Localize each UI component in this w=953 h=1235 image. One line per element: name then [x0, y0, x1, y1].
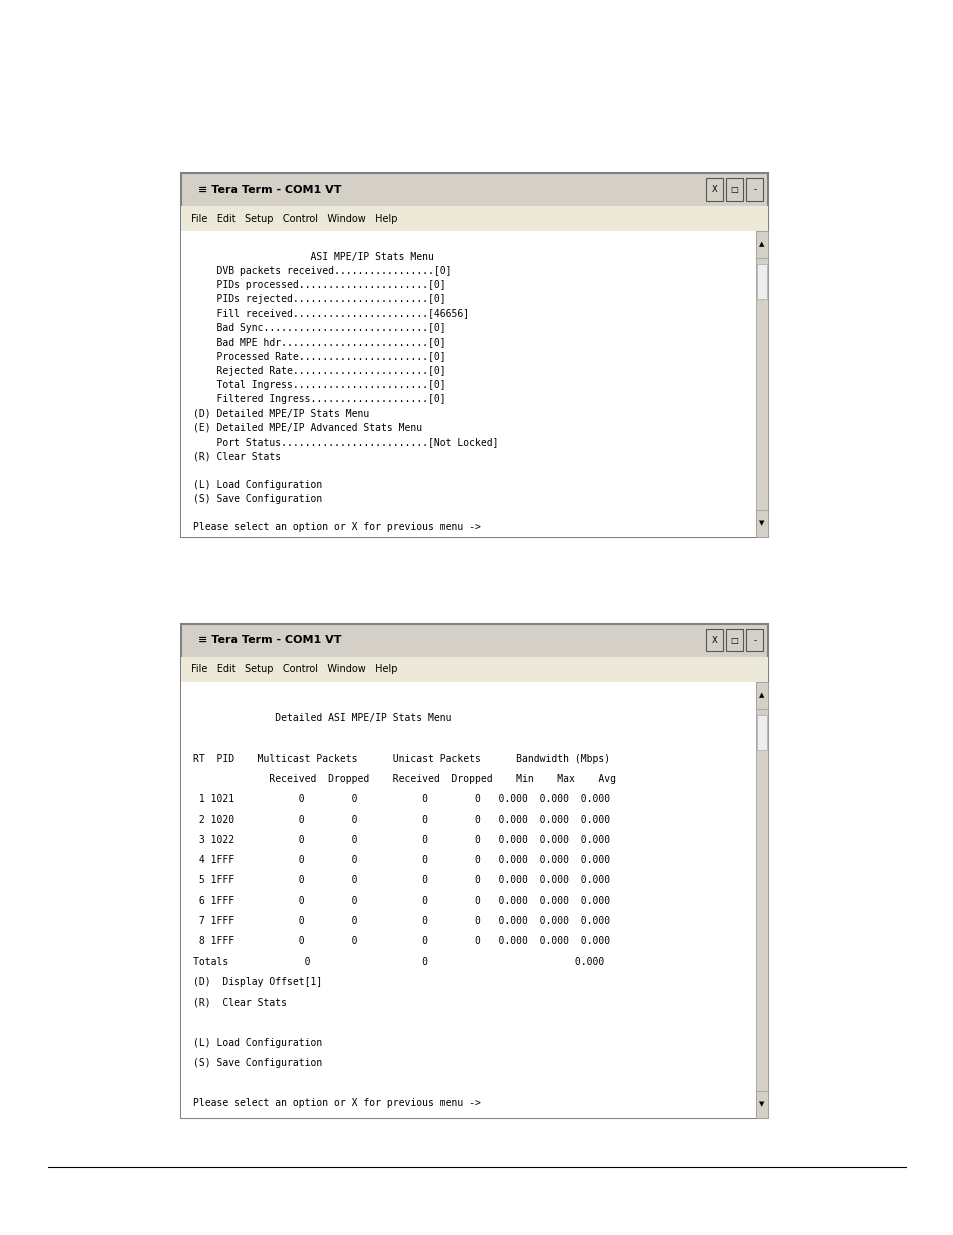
Text: File   Edit   Setup   Control   Window   Help: File Edit Setup Control Window Help: [191, 664, 396, 674]
Text: X: X: [711, 185, 717, 194]
FancyBboxPatch shape: [755, 1091, 767, 1118]
FancyBboxPatch shape: [756, 264, 766, 299]
FancyBboxPatch shape: [755, 231, 767, 537]
Text: Bad MPE hdr.........................[0]: Bad MPE hdr.........................[0]: [193, 337, 445, 347]
FancyBboxPatch shape: [725, 179, 742, 201]
FancyBboxPatch shape: [745, 179, 762, 201]
Text: ▼: ▼: [759, 1102, 763, 1107]
Text: 7 1FFF           0        0           0        0   0.000  0.000  0.000: 7 1FFF 0 0 0 0 0.000 0.000 0.000: [193, 916, 609, 926]
Text: Please select an option or X for previous menu ->: Please select an option or X for previou…: [193, 522, 480, 532]
FancyBboxPatch shape: [755, 510, 767, 537]
Text: (S) Save Configuration: (S) Save Configuration: [193, 494, 321, 504]
Text: (L) Load Configuration: (L) Load Configuration: [193, 479, 321, 489]
Text: ≡ Tera Term - COM1 VT: ≡ Tera Term - COM1 VT: [198, 635, 341, 646]
FancyBboxPatch shape: [745, 630, 762, 652]
FancyBboxPatch shape: [756, 715, 766, 750]
FancyBboxPatch shape: [705, 630, 722, 652]
Text: □: □: [730, 636, 738, 645]
Text: 4 1FFF           0        0           0        0   0.000  0.000  0.000: 4 1FFF 0 0 0 0 0.000 0.000 0.000: [193, 855, 609, 866]
Text: (S) Save Configuration: (S) Save Configuration: [193, 1058, 321, 1068]
Text: Rejected Rate.......................[0]: Rejected Rate.......................[0]: [193, 366, 445, 375]
Text: (L) Load Configuration: (L) Load Configuration: [193, 1037, 321, 1047]
Text: (R) Clear Stats: (R) Clear Stats: [193, 451, 280, 461]
Text: Received  Dropped    Received  Dropped    Min    Max    Avg: Received Dropped Received Dropped Min Ma…: [193, 774, 615, 784]
Text: Bad Sync............................[0]: Bad Sync............................[0]: [193, 322, 445, 332]
FancyBboxPatch shape: [725, 630, 742, 652]
Text: Processed Rate......................[0]: Processed Rate......................[0]: [193, 351, 445, 362]
Text: -: -: [752, 185, 756, 194]
Text: 8 1FFF           0        0           0        0   0.000  0.000  0.000: 8 1FFF 0 0 0 0 0.000 0.000 0.000: [193, 936, 609, 946]
FancyBboxPatch shape: [755, 682, 767, 1118]
Text: ▲: ▲: [759, 242, 763, 247]
Text: ▲: ▲: [759, 693, 763, 698]
Text: Fill received.......................[46656]: Fill received.......................[466…: [193, 309, 468, 319]
FancyBboxPatch shape: [755, 682, 767, 709]
Text: ≡ Tera Term - COM1 VT: ≡ Tera Term - COM1 VT: [198, 184, 341, 195]
Text: Totals             0                   0                         0.000: Totals 0 0 0.000: [193, 957, 603, 967]
Text: -: -: [752, 636, 756, 645]
FancyBboxPatch shape: [181, 206, 767, 231]
Text: (E) Detailed MPE/IP Advanced Stats Menu: (E) Detailed MPE/IP Advanced Stats Menu: [193, 422, 421, 432]
FancyBboxPatch shape: [181, 682, 755, 1118]
FancyBboxPatch shape: [181, 624, 767, 1118]
Text: 5 1FFF           0        0           0        0   0.000  0.000  0.000: 5 1FFF 0 0 0 0 0.000 0.000 0.000: [193, 876, 609, 885]
Text: Filtered Ingress....................[0]: Filtered Ingress....................[0]: [193, 394, 445, 404]
Text: PIDs processed......................[0]: PIDs processed......................[0]: [193, 280, 445, 290]
Text: (D) Detailed MPE/IP Stats Menu: (D) Detailed MPE/IP Stats Menu: [193, 409, 369, 419]
Text: 3 1022           0        0           0        0   0.000  0.000  0.000: 3 1022 0 0 0 0 0.000 0.000 0.000: [193, 835, 609, 845]
Text: 6 1FFF           0        0           0        0   0.000  0.000  0.000: 6 1FFF 0 0 0 0 0.000 0.000 0.000: [193, 895, 609, 905]
Text: 1 1021           0        0           0        0   0.000  0.000  0.000: 1 1021 0 0 0 0 0.000 0.000 0.000: [193, 794, 609, 804]
FancyBboxPatch shape: [705, 179, 722, 201]
Text: File   Edit   Setup   Control   Window   Help: File Edit Setup Control Window Help: [191, 214, 396, 224]
Text: RT  PID    Multicast Packets      Unicast Packets      Bandwidth (Mbps): RT PID Multicast Packets Unicast Packets…: [193, 753, 609, 763]
Text: Detailed ASI MPE/IP Stats Menu: Detailed ASI MPE/IP Stats Menu: [193, 714, 451, 724]
FancyBboxPatch shape: [181, 231, 755, 537]
FancyBboxPatch shape: [181, 657, 767, 682]
Text: Please select an option or X for previous menu ->: Please select an option or X for previou…: [193, 1098, 480, 1109]
Text: Total Ingress.......................[0]: Total Ingress.......................[0]: [193, 380, 445, 390]
Text: X: X: [711, 636, 717, 645]
Text: (R)  Clear Stats: (R) Clear Stats: [193, 997, 287, 1007]
Text: PIDs rejected.......................[0]: PIDs rejected.......................[0]: [193, 294, 445, 304]
Text: (D)  Display Offset[1]: (D) Display Offset[1]: [193, 977, 321, 987]
Text: ▼: ▼: [759, 521, 763, 526]
FancyBboxPatch shape: [181, 173, 767, 537]
Text: DVB packets received.................[0]: DVB packets received.................[0]: [193, 266, 451, 275]
Text: □: □: [730, 185, 738, 194]
Text: 2 1020           0        0           0        0   0.000  0.000  0.000: 2 1020 0 0 0 0 0.000 0.000 0.000: [193, 815, 609, 825]
Text: Port Status.........................[Not Locked]: Port Status.........................[Not…: [193, 437, 497, 447]
Text: ASI MPE/IP Stats Menu: ASI MPE/IP Stats Menu: [193, 252, 433, 262]
FancyBboxPatch shape: [755, 231, 767, 258]
